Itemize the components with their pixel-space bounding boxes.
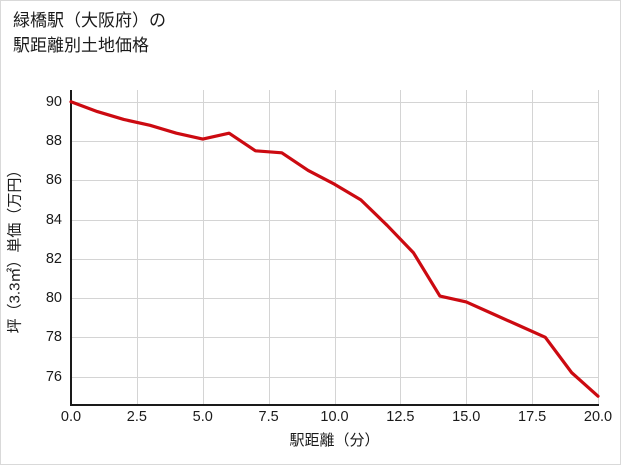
x-tick-label: 15.0 [452,409,481,425]
y-tick-label: 82 [45,250,62,267]
x-tick-label: 17.5 [518,409,547,425]
y-tick-label: 88 [45,133,62,150]
x-tick-label: 2.5 [126,409,147,425]
gridline-y-90 [71,102,598,103]
x-tick-label: 12.5 [386,409,415,425]
x-tick-label: 0.0 [60,409,82,425]
y-tick-label: 86 [45,172,62,189]
y-axis-spine [70,90,72,405]
x-tick-label: 7.5 [258,409,279,425]
gridline-y-82 [71,259,598,260]
y-tick-label: 84 [45,211,62,228]
y-tick-label: 90 [45,93,62,110]
gridline-x-12.5 [400,90,401,405]
gridline-y-78 [71,337,598,338]
gridline-x-5.0 [203,90,204,405]
x-tick-label: 10.0 [320,409,349,425]
gridline-x-2.5 [137,90,138,405]
x-tick-label: 5.0 [192,409,213,425]
x-tick-label: 20.0 [583,409,613,425]
series-polyline [69,100,600,398]
y-tick-label: 80 [45,290,62,307]
chart-title: 緑橋駅（大阪府）の 駅距離別土地価格 [13,11,166,55]
y-tick-label: 76 [45,368,62,385]
gridline-y-84 [71,220,598,221]
x-axis-spine [70,404,599,406]
gridline-y-76 [71,377,598,378]
gridline-y-80 [71,298,598,299]
gridline-x-10.0 [335,90,336,405]
y-axis-label: 坪（3.3㎡）単価（万円） [6,162,24,333]
data-series-line [69,100,600,398]
gridline-x-20.0 [598,90,599,405]
x-axis-label: 駅距離（分） [289,432,380,449]
gridline-y-88 [71,141,598,142]
gridline-x-7.5 [269,90,270,405]
y-axis-label-wrapper: 坪（3.3㎡）単価（万円） [1,90,27,405]
gridline-y-86 [71,180,598,181]
gridline-x-15.0 [466,90,467,405]
y-tick-label: 78 [45,329,62,346]
gridline-x-17.5 [532,90,533,405]
plot-area [69,90,600,406]
